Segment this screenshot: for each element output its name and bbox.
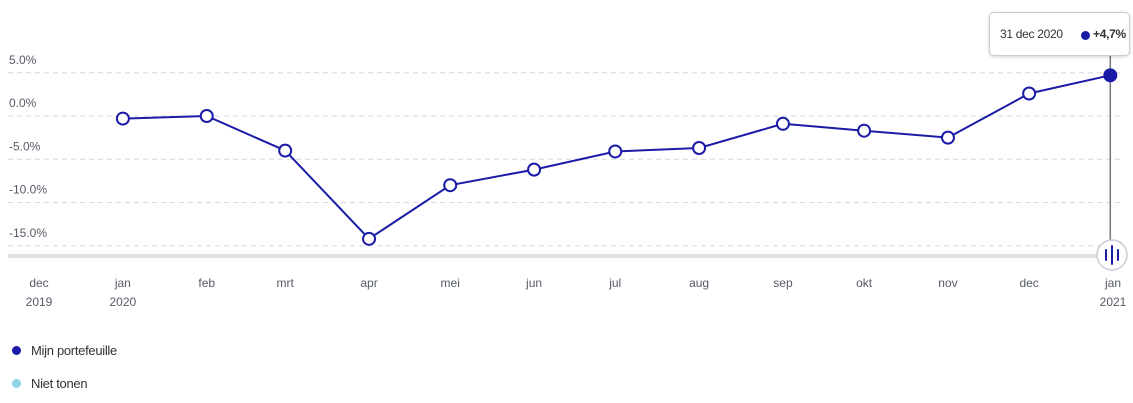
x-axis-labels: dec 2019 jan 2020 feb mrt apr mei jun jul aug sep ok…	[26, 276, 1127, 309]
drag-grip-icon	[1105, 245, 1119, 265]
x-tick-label: sep	[773, 276, 793, 290]
data-point[interactable]	[527, 162, 542, 177]
y-tick-label: 0.0%	[9, 96, 37, 110]
x-tick-label: jan	[114, 276, 131, 290]
legend-label: Niet tonen	[31, 376, 88, 391]
x-tick-label: 2019	[26, 295, 53, 309]
data-point[interactable]	[199, 109, 214, 123]
tooltip-value: +4,7%	[1093, 27, 1126, 41]
series-points	[115, 68, 1118, 246]
range-slider-handle[interactable]	[1096, 239, 1128, 271]
data-point[interactable]	[940, 130, 955, 145]
x-tick-label: mrt	[277, 276, 295, 290]
x-tick-label: dec	[29, 276, 48, 290]
x-tick-label: nov	[938, 276, 957, 290]
chart-tooltip: 31 dec 2020 +4,7%	[989, 12, 1130, 56]
data-point[interactable]	[115, 111, 130, 126]
legend-label: Mijn portefeuille	[31, 343, 117, 358]
x-tick-label: mei	[441, 276, 460, 290]
x-tick-label: jan	[1104, 276, 1121, 290]
data-point[interactable]	[692, 141, 707, 156]
y-tick-label: -15.0%	[9, 226, 47, 240]
legend-item-niet-tonen[interactable]: Niet tonen	[12, 376, 88, 391]
data-point[interactable]	[362, 231, 377, 246]
x-tick-label: jul	[608, 276, 621, 290]
x-tick-label: dec	[1019, 276, 1038, 290]
x-tick-label: aug	[689, 276, 709, 290]
x-tick-label: 2020	[110, 295, 137, 309]
x-tick-label: jun	[525, 276, 542, 290]
series-marker-icon	[1081, 31, 1090, 40]
legend-item-mijn-portefeuille[interactable]: Mijn portefeuille	[12, 343, 117, 358]
y-tick-label: 5.0%	[9, 53, 37, 67]
y-tick-label: -10.0%	[9, 183, 47, 197]
tooltip-date: 31 dec 2020	[1000, 27, 1063, 41]
data-point[interactable]	[775, 116, 790, 131]
x-tick-label: okt	[856, 276, 873, 290]
data-point[interactable]	[278, 143, 293, 158]
x-tick-label: apr	[360, 276, 377, 290]
y-tick-label: -5.0%	[9, 139, 41, 153]
x-tick-label: feb	[198, 276, 215, 290]
legend-dot-icon	[12, 379, 21, 388]
x-tick-label: 2021	[1100, 295, 1127, 309]
data-point[interactable]	[857, 123, 872, 138]
data-point[interactable]	[1022, 86, 1037, 101]
grid-lines	[8, 72, 1120, 247]
data-point[interactable]	[608, 144, 623, 159]
legend-dot-icon	[12, 346, 21, 355]
data-point-highlighted[interactable]	[1103, 68, 1118, 83]
y-axis-labels: 5.0% 0.0% -5.0% -10.0% -15.0%	[9, 53, 47, 240]
data-point[interactable]	[443, 178, 458, 193]
